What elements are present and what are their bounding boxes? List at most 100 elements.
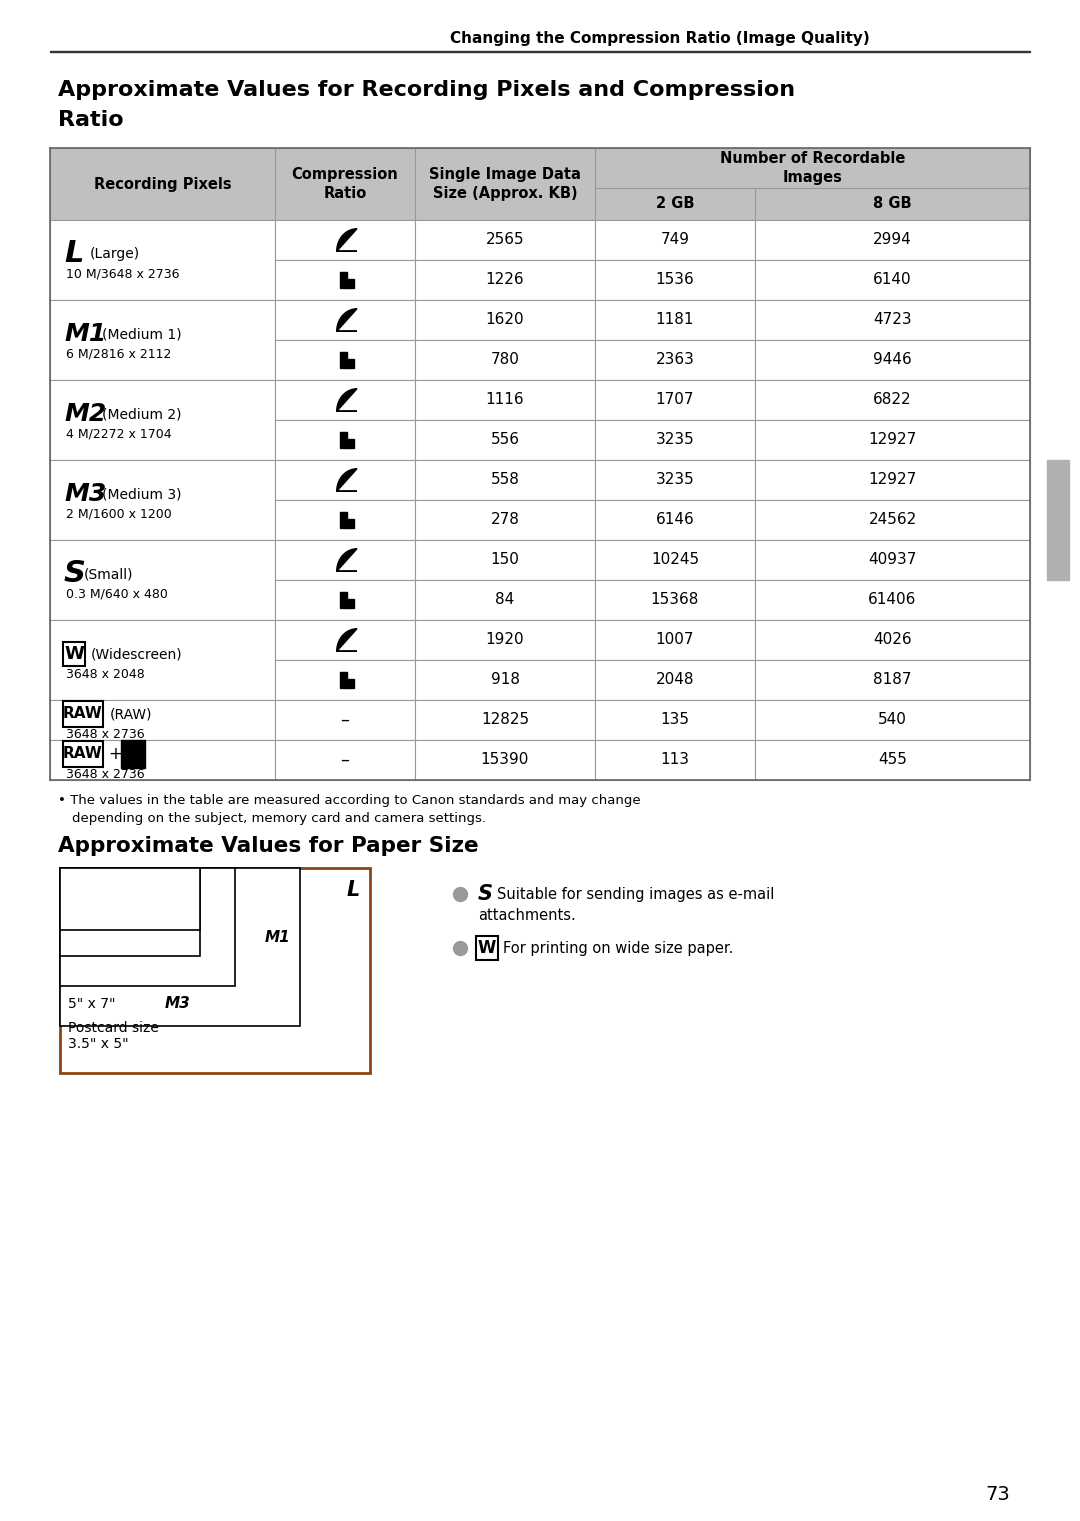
Bar bbox=[415, 148, 595, 221]
Bar bbox=[275, 148, 415, 221]
Bar bbox=[755, 221, 1030, 260]
Text: 2 GB: 2 GB bbox=[656, 196, 694, 211]
Text: Approximate Values for Paper Size: Approximate Values for Paper Size bbox=[58, 837, 478, 856]
Text: M2: M2 bbox=[199, 967, 225, 983]
Text: 1181: 1181 bbox=[656, 312, 694, 327]
Text: 3648 x 2736: 3648 x 2736 bbox=[66, 768, 145, 780]
Bar bbox=[275, 300, 415, 341]
Bar bbox=[275, 621, 415, 660]
Bar bbox=[755, 459, 1030, 500]
Text: M1: M1 bbox=[64, 322, 106, 345]
Bar bbox=[755, 621, 1030, 660]
Text: 558: 558 bbox=[490, 473, 519, 488]
Text: M3: M3 bbox=[164, 996, 190, 1011]
Bar bbox=[50, 221, 275, 300]
Bar bbox=[755, 741, 1030, 780]
Polygon shape bbox=[337, 309, 357, 332]
Text: M1: M1 bbox=[265, 929, 291, 945]
Text: (Medium 3): (Medium 3) bbox=[102, 487, 181, 500]
Bar bbox=[415, 380, 595, 420]
Text: 15368: 15368 bbox=[651, 593, 699, 607]
Text: 749: 749 bbox=[661, 233, 689, 248]
Bar bbox=[63, 701, 103, 727]
Bar bbox=[275, 221, 415, 260]
Text: 8187: 8187 bbox=[874, 672, 912, 687]
Bar bbox=[415, 500, 595, 540]
Bar bbox=[595, 380, 755, 420]
Bar bbox=[415, 221, 595, 260]
Bar bbox=[595, 420, 755, 459]
Text: 1620: 1620 bbox=[486, 312, 524, 327]
Bar bbox=[63, 642, 85, 666]
Text: +: + bbox=[108, 745, 122, 764]
Polygon shape bbox=[339, 511, 354, 528]
Bar bbox=[60, 868, 370, 1072]
Text: 1007: 1007 bbox=[656, 633, 694, 648]
Text: 3235: 3235 bbox=[656, 473, 694, 488]
Bar bbox=[595, 148, 1030, 189]
Text: 556: 556 bbox=[490, 432, 519, 447]
Bar bbox=[415, 660, 595, 700]
Text: 1536: 1536 bbox=[656, 272, 694, 287]
Bar bbox=[415, 580, 595, 621]
Bar bbox=[50, 621, 275, 700]
Bar bbox=[275, 540, 415, 580]
Bar bbox=[755, 580, 1030, 621]
Text: W: W bbox=[64, 645, 84, 663]
Bar bbox=[595, 741, 755, 780]
Text: 2565: 2565 bbox=[486, 233, 524, 248]
Bar bbox=[755, 660, 1030, 700]
Text: 61406: 61406 bbox=[868, 593, 917, 607]
Bar bbox=[595, 660, 755, 700]
Text: 12927: 12927 bbox=[868, 473, 917, 488]
Bar bbox=[595, 221, 755, 260]
Polygon shape bbox=[339, 592, 354, 608]
Text: L: L bbox=[347, 881, 360, 900]
Text: 10 M/3648 x 2736: 10 M/3648 x 2736 bbox=[66, 268, 179, 280]
Polygon shape bbox=[339, 432, 354, 449]
Text: 40937: 40937 bbox=[868, 552, 917, 567]
Bar bbox=[415, 260, 595, 300]
Text: 1116: 1116 bbox=[486, 392, 524, 408]
Text: 6822: 6822 bbox=[874, 392, 912, 408]
Text: 73: 73 bbox=[985, 1486, 1010, 1504]
Text: 3235: 3235 bbox=[656, 432, 694, 447]
Bar bbox=[755, 540, 1030, 580]
Text: 113: 113 bbox=[661, 753, 689, 768]
Bar bbox=[595, 500, 755, 540]
Text: A4, Letter size: A4, Letter size bbox=[68, 967, 167, 983]
Text: L: L bbox=[64, 239, 83, 269]
Text: A2: A2 bbox=[68, 884, 86, 897]
Bar bbox=[60, 868, 200, 957]
Bar bbox=[415, 459, 595, 500]
Bar bbox=[60, 868, 235, 986]
Text: (Widescreen): (Widescreen) bbox=[91, 646, 183, 662]
Bar bbox=[595, 580, 755, 621]
Text: 135: 135 bbox=[661, 712, 689, 727]
Text: 4723: 4723 bbox=[874, 312, 912, 327]
Text: (Medium 1): (Medium 1) bbox=[102, 327, 181, 341]
Text: (RAW): (RAW) bbox=[110, 707, 152, 721]
Polygon shape bbox=[337, 228, 357, 251]
Text: 2363: 2363 bbox=[656, 353, 694, 368]
Text: 0.3 M/640 x 480: 0.3 M/640 x 480 bbox=[66, 587, 167, 601]
Bar bbox=[275, 500, 415, 540]
Polygon shape bbox=[339, 672, 354, 687]
Bar bbox=[50, 459, 275, 540]
Bar bbox=[275, 260, 415, 300]
Bar bbox=[275, 660, 415, 700]
Bar bbox=[275, 741, 415, 780]
Text: For printing on wide size paper.: For printing on wide size paper. bbox=[503, 940, 733, 955]
Text: 6146: 6146 bbox=[656, 513, 694, 528]
Bar bbox=[595, 700, 755, 741]
Bar bbox=[595, 341, 755, 380]
Text: RAW: RAW bbox=[63, 747, 103, 762]
Bar bbox=[755, 260, 1030, 300]
Bar bbox=[50, 380, 275, 459]
Bar bbox=[476, 935, 498, 960]
Bar bbox=[595, 189, 755, 221]
Bar bbox=[755, 500, 1030, 540]
Text: 278: 278 bbox=[490, 513, 519, 528]
Text: Number of Recordable
Images: Number of Recordable Images bbox=[719, 151, 905, 184]
Text: 540: 540 bbox=[878, 712, 907, 727]
